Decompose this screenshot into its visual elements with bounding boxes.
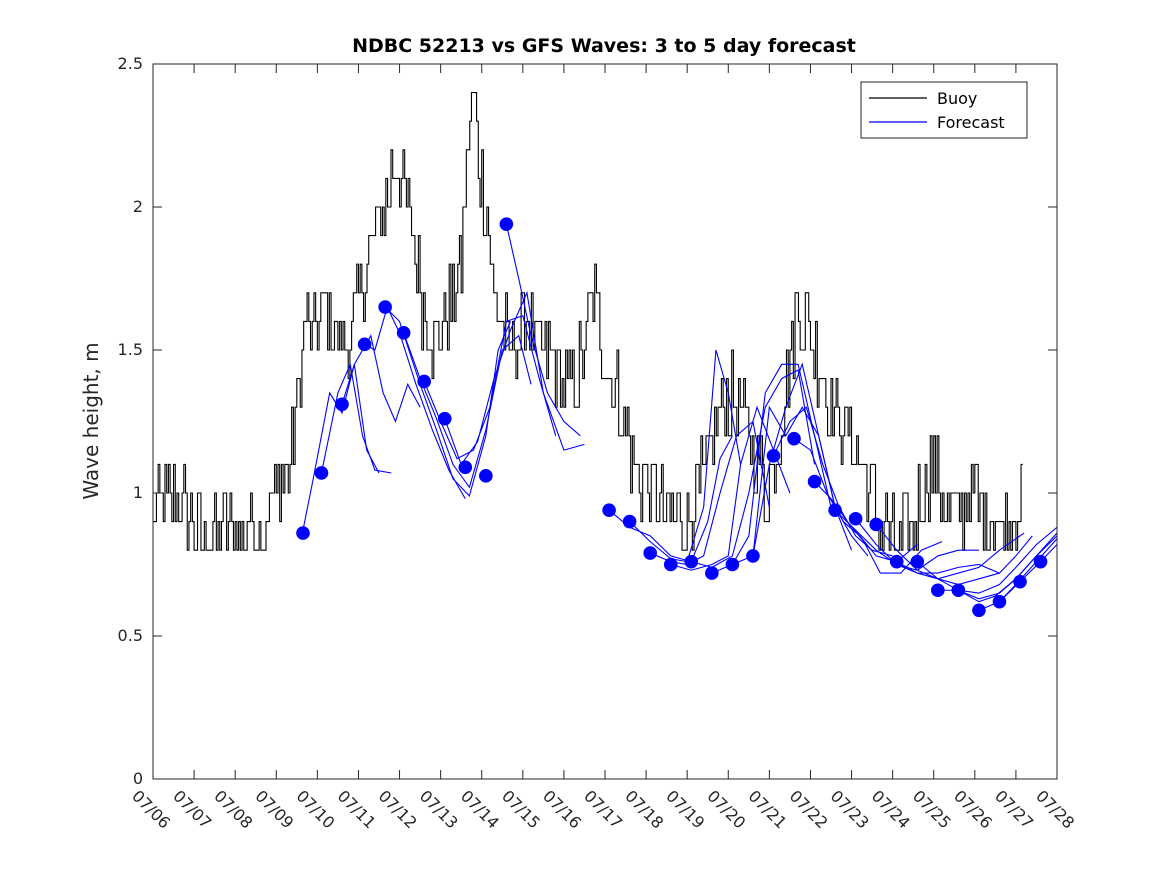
x-tick-label: 07/06 <box>128 786 174 832</box>
forecast-point <box>602 503 616 517</box>
forecast-point <box>746 549 760 563</box>
x-tick-label: 07/27 <box>991 786 1037 832</box>
forecast-run-line <box>958 535 1057 603</box>
forecast-point <box>357 337 372 352</box>
forecast-run-line <box>505 224 581 437</box>
forecast-run-line <box>793 438 918 563</box>
x-tick-label: 07/10 <box>293 786 339 832</box>
forecast-run-line <box>916 526 1057 594</box>
forecast-point <box>828 503 842 517</box>
y-tick-label: 1 <box>133 483 143 502</box>
forecast-point <box>378 300 392 314</box>
forecast-run-line <box>423 314 557 460</box>
forecast-point <box>643 546 658 560</box>
legend-label: Buoy <box>937 89 977 108</box>
forecast-point <box>889 554 904 569</box>
forecast-run-line <box>999 544 1057 603</box>
forecast-point <box>479 469 493 483</box>
forecast-point <box>622 514 637 529</box>
forecast-run-line <box>364 305 466 499</box>
forecast-point <box>1033 554 1048 569</box>
x-tick-label: 07/23 <box>827 786 873 832</box>
forecast-run-line <box>691 369 816 568</box>
forecast-run-line <box>896 535 1033 586</box>
series-group <box>153 92 1057 618</box>
forecast-run-line <box>855 518 1000 574</box>
x-tick-label: 07/25 <box>909 786 955 832</box>
forecast-run-line <box>444 290 585 466</box>
x-tick-label: 07/26 <box>950 786 996 832</box>
forecast-run-line <box>670 405 791 571</box>
forecast-point <box>499 217 514 231</box>
y-tick-label: 2 <box>133 197 143 216</box>
forecast-run-line <box>608 435 733 563</box>
forecast-point <box>684 554 699 569</box>
forecast-point <box>314 466 329 480</box>
forecast-point <box>848 511 863 526</box>
forecast-run-line <box>341 334 421 424</box>
forecast-run-line <box>403 332 532 489</box>
axes-box <box>152 63 1058 780</box>
forecast-point <box>807 474 822 489</box>
x-tick-label: 07/24 <box>868 786 914 832</box>
forecast-point <box>931 583 945 598</box>
forecast-point <box>705 566 719 580</box>
x-tick-label: 07/20 <box>703 786 749 832</box>
forecast-run-line <box>320 362 392 474</box>
forecast-point <box>725 557 740 572</box>
x-tick-label: 07/15 <box>498 786 544 832</box>
x-tick-label: 07/12 <box>375 786 421 832</box>
forecast-point <box>766 449 781 463</box>
buoy-line <box>153 92 1023 551</box>
forecast-point <box>1013 574 1027 589</box>
x-tick-label: 07/28 <box>1032 786 1078 832</box>
forecast-point <box>396 326 411 340</box>
x-tick-label: 07/19 <box>662 786 708 832</box>
y-axis-label: Wave height, m <box>79 342 103 499</box>
y-tick-label: 1.5 <box>118 340 143 359</box>
forecast-point <box>335 397 349 412</box>
legend: Buoy Forecast <box>860 81 1028 139</box>
x-tick-label: 07/11 <box>334 786 380 832</box>
forecast-run-line <box>814 481 943 574</box>
legend-box <box>860 81 1028 139</box>
forecast-point <box>992 594 1007 609</box>
x-tick-label: 07/09 <box>251 786 297 832</box>
forecast-point <box>417 374 432 389</box>
forecast-point <box>972 603 986 618</box>
forecast-run-line <box>629 349 742 563</box>
x-tick-label: 07/18 <box>621 786 667 832</box>
plot-area <box>153 92 1057 618</box>
x-tick-label: 07/07 <box>169 786 215 832</box>
legend-label: Forecast <box>937 113 1005 132</box>
y-tick-label: 0.5 <box>118 626 143 645</box>
forecast-run-line <box>875 524 1025 580</box>
x-tick-label: 07/22 <box>786 786 832 832</box>
chart-title: NDBC 52213 vs GFS Waves: 3 to 5 day fore… <box>352 35 856 57</box>
forecast-point <box>787 431 801 446</box>
y-tick-label: 2.5 <box>118 54 143 73</box>
forecast-point <box>663 557 678 572</box>
forecast-point <box>951 583 966 598</box>
x-tick-label: 07/08 <box>210 786 256 832</box>
forecast-run-line <box>302 364 380 531</box>
y-tick-label: 0 <box>133 769 143 788</box>
forecast-point <box>869 517 884 532</box>
forecast-point <box>296 526 310 540</box>
x-tick-label: 07/16 <box>539 786 585 832</box>
x-tick-label: 07/17 <box>580 786 626 832</box>
forecast-point <box>437 411 452 426</box>
x-tick-label: 07/14 <box>457 786 503 832</box>
x-tick-label: 07/13 <box>416 786 462 832</box>
forecast-point <box>458 460 473 475</box>
forecast-point <box>910 554 925 569</box>
x-tick-label: 07/21 <box>745 786 791 832</box>
